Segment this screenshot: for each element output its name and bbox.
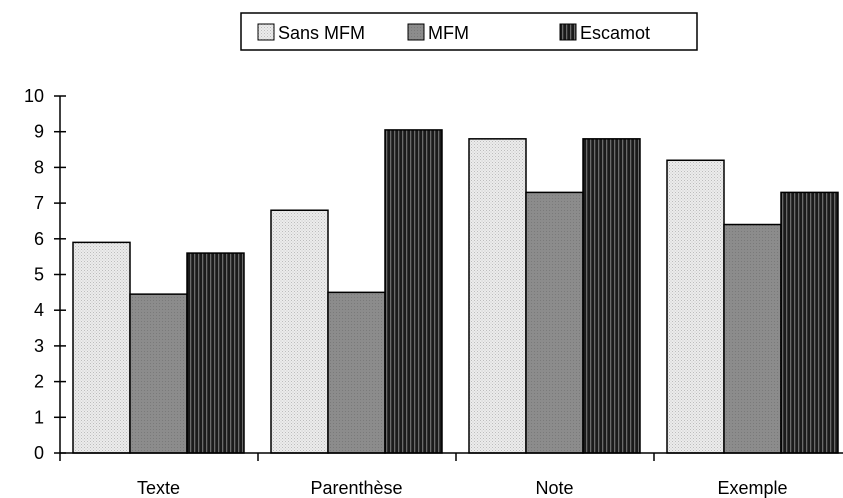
legend-label-mfm: MFM: [428, 23, 469, 43]
bar-escamot-parenthèse: [384, 129, 443, 454]
bar-escamot-exemple: [780, 191, 839, 454]
bar-sans-mfm-note: [468, 138, 527, 454]
y-tick-label: 2: [34, 372, 44, 392]
bar-mfm-texte: [129, 293, 188, 454]
bar-sans-mfm-parenthèse: [270, 209, 329, 454]
y-tick-label: 4: [34, 300, 44, 320]
y-tick-label: 0: [34, 443, 44, 463]
bar-escamot-texte: [186, 252, 245, 454]
bar-escamot-note: [582, 138, 641, 454]
legend: Sans MFM MFM Escamot: [240, 12, 698, 51]
legend-box: [240, 12, 698, 51]
y-tick-label: 8: [34, 157, 44, 177]
y-tick-label: 3: [34, 336, 44, 356]
y-tick-label: 10: [24, 86, 44, 106]
y-tick-label: 6: [34, 229, 44, 249]
x-category-label: Exemple: [717, 478, 787, 498]
y-tick-label: 5: [34, 265, 44, 285]
bar-mfm-parenthèse: [327, 291, 386, 454]
legend-swatch-mfm: [407, 23, 425, 41]
legend-swatch-sans-mfm: [257, 23, 275, 41]
bar-mfm-note: [525, 191, 584, 454]
bar-mfm-exemple: [723, 223, 782, 454]
bar-sans-mfm-exemple: [666, 159, 725, 454]
x-category-label: Texte: [137, 478, 180, 498]
x-category-label: Parenthèse: [310, 478, 402, 498]
legend-label-escamot: Escamot: [580, 23, 650, 43]
y-tick-label: 1: [34, 407, 44, 427]
y-tick-label: 7: [34, 193, 44, 213]
bar-sans-mfm-texte: [72, 241, 131, 454]
plot-area: 0 1 2 3 4 5 6 7 8 9 10 Texte Parenthèse Note Exemple: [24, 86, 843, 498]
legend-label-sans-mfm: Sans MFM: [278, 23, 365, 43]
x-category-label: Note: [535, 478, 573, 498]
legend-swatch-escamot: [559, 23, 577, 41]
y-tick-label: 9: [34, 122, 44, 142]
